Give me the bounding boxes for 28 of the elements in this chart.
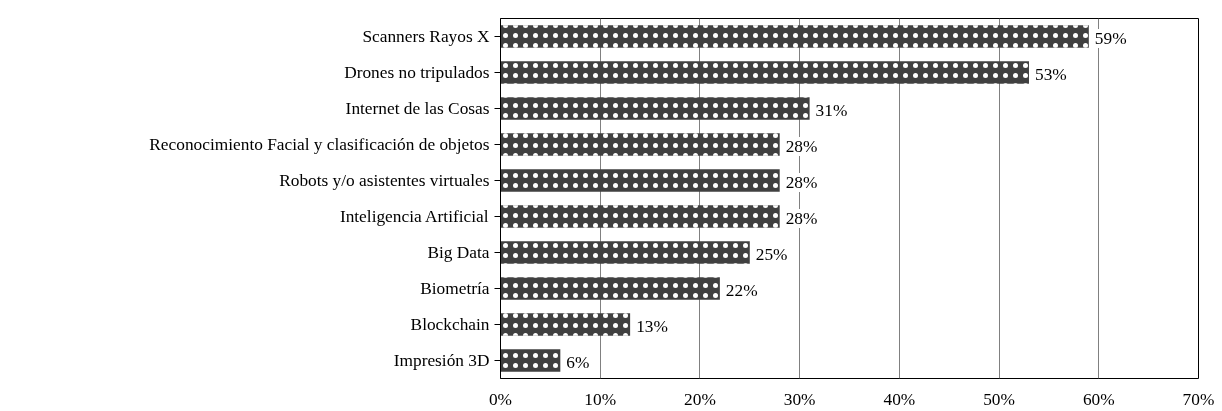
data-label: 31% [815,101,848,120]
y-tick-label: Inteligencia Artificial [339,207,489,226]
data-label: 22% [725,281,758,300]
x-tick-label: 20% [684,389,716,409]
x-tick-label: 50% [983,389,1015,409]
x-tick-label: 60% [1082,389,1115,409]
y-tick-label: Biometría [420,279,490,298]
data-label: 59% [1094,29,1127,48]
y-tick-label: Impresión 3D [393,351,490,370]
x-tick-label: 30% [783,389,816,409]
data-label: 28% [785,209,818,228]
y-tick-label: Reconocimiento Facial y clasificación de objetos [149,135,490,154]
x-tick-label: 0% [488,389,513,409]
x-tick-label: 40% [883,389,916,409]
y-tick-label: Internet de las Cosas [345,99,490,118]
data-label: 6% [566,353,590,372]
y-tick-label: Robots y/o asistentes virtuales [279,171,490,190]
data-label: 28% [785,173,818,192]
x-tick-label: 10% [584,389,617,409]
y-tick-label: Blockchain [410,315,490,334]
y-tick-label: Big Data [427,243,490,262]
data-label: 25% [755,245,788,264]
data-label: 28% [785,137,818,156]
y-tick-label: Drones no tripulados [344,63,490,82]
y-tick-label: Scanners Rayos X [362,27,490,46]
data-label: 13% [636,317,668,336]
x-tick-label: 70% [1182,389,1215,409]
data-label: 53% [1034,65,1067,84]
